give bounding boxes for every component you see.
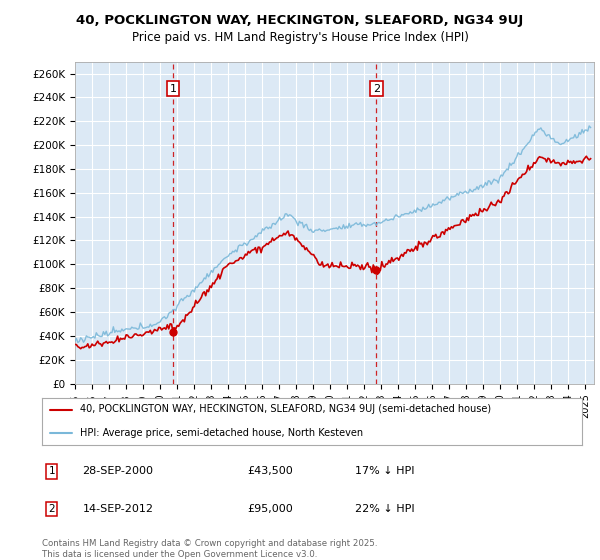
Text: Price paid vs. HM Land Registry's House Price Index (HPI): Price paid vs. HM Land Registry's House … xyxy=(131,31,469,44)
Text: HPI: Average price, semi-detached house, North Kesteven: HPI: Average price, semi-detached house,… xyxy=(80,428,363,438)
Text: 28-SEP-2000: 28-SEP-2000 xyxy=(83,466,154,477)
Text: 22% ↓ HPI: 22% ↓ HPI xyxy=(355,504,415,514)
Text: £95,000: £95,000 xyxy=(247,504,293,514)
Text: £43,500: £43,500 xyxy=(247,466,293,477)
Text: 2: 2 xyxy=(373,83,380,94)
Text: 40, POCKLINGTON WAY, HECKINGTON, SLEAFORD, NG34 9UJ: 40, POCKLINGTON WAY, HECKINGTON, SLEAFOR… xyxy=(76,14,524,27)
Text: 14-SEP-2012: 14-SEP-2012 xyxy=(83,504,154,514)
Text: 1: 1 xyxy=(49,466,55,477)
Text: 17% ↓ HPI: 17% ↓ HPI xyxy=(355,466,415,477)
Text: 40, POCKLINGTON WAY, HECKINGTON, SLEAFORD, NG34 9UJ (semi-detached house): 40, POCKLINGTON WAY, HECKINGTON, SLEAFOR… xyxy=(80,404,491,414)
Text: 1: 1 xyxy=(169,83,176,94)
Text: Contains HM Land Registry data © Crown copyright and database right 2025.
This d: Contains HM Land Registry data © Crown c… xyxy=(42,539,377,559)
Text: 2: 2 xyxy=(49,504,55,514)
